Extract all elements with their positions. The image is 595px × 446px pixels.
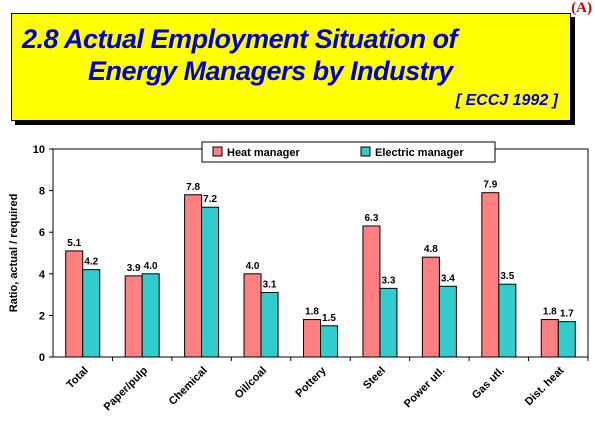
bar-heat [362, 225, 381, 358]
legend-label: Electric manager [375, 147, 464, 159]
bar-chart: Ratio, actual / required 0 2 4 6 8 10 5.14.2 3… [8, 141, 589, 413]
bar-heat [303, 319, 321, 358]
bar-heat [421, 256, 440, 358]
data-label: 1.8 [543, 307, 557, 318]
bar-electric [320, 325, 338, 358]
bar-electric [82, 269, 101, 358]
bar-heat [65, 250, 84, 358]
data-label: 4.0 [144, 261, 158, 272]
bar-electric [557, 321, 576, 358]
x-category-label: Power utl. [402, 365, 448, 411]
bar-heat [481, 192, 500, 358]
legend-box [201, 141, 496, 163]
data-label: 1.8 [305, 307, 319, 318]
y-tick-label: 6 [39, 227, 45, 239]
data-label: 1.5 [322, 313, 336, 324]
x-category-label: Chemical [167, 365, 210, 408]
data-label: 5.1 [67, 238, 81, 249]
x-category-label: Oil/coal [233, 365, 270, 402]
y-tick-label: 0 [39, 352, 45, 364]
bar-electric [260, 292, 279, 358]
title-banner: 2.8 Actual Employment Situation of Energ… [11, 13, 571, 121]
y-tick-label: 10 [33, 144, 45, 156]
data-label: 3.1 [263, 280, 277, 291]
legend-swatch [360, 146, 371, 157]
y-axis-label: Ratio, actual / required [8, 194, 20, 313]
data-label: 3.9 [127, 263, 141, 274]
legend-label: Heat manager [227, 147, 300, 159]
data-label: 7.2 [203, 194, 217, 205]
bar-electric [201, 206, 220, 358]
data-label: 3.5 [500, 271, 514, 282]
bar-electric [141, 273, 160, 358]
x-category-label: Pottery [293, 364, 329, 400]
data-label: 7.8 [186, 182, 200, 193]
data-label: 4.8 [424, 244, 438, 255]
bar-electric [379, 287, 398, 358]
data-label: 3.3 [381, 275, 395, 286]
x-category-label: Steel [361, 365, 388, 392]
bar-electric [438, 285, 457, 358]
data-label: 1.7 [560, 309, 574, 320]
y-tick-label: 2 [39, 310, 45, 322]
title-line-1: 2.8 Actual Employment Situation of [22, 24, 458, 54]
bar-heat [184, 194, 203, 358]
data-label: 4.0 [246, 261, 260, 272]
y-tick-label: 8 [39, 186, 45, 198]
data-label: 6.3 [364, 213, 378, 224]
bar-heat [243, 273, 262, 358]
data-label: 3.4 [441, 273, 455, 284]
y-tick-label: 4 [39, 269, 46, 281]
bar-heat [124, 275, 143, 358]
corner-mark: (A) [571, 0, 592, 16]
bar-electric [498, 283, 517, 358]
legend-swatch [212, 146, 223, 157]
data-label: 7.9 [483, 180, 497, 191]
data-label: 4.2 [84, 257, 98, 268]
x-category-label: Total [64, 365, 90, 391]
title-line-2: Energy Managers by Industry [88, 56, 453, 86]
x-category-label: Paper/pulp [102, 364, 151, 413]
x-category-label: Gas utl. [470, 365, 507, 402]
bar-heat [540, 319, 559, 358]
source-label: [ ECCJ 1992 ] [455, 92, 558, 109]
x-category-label: Dist. heat [523, 364, 567, 408]
